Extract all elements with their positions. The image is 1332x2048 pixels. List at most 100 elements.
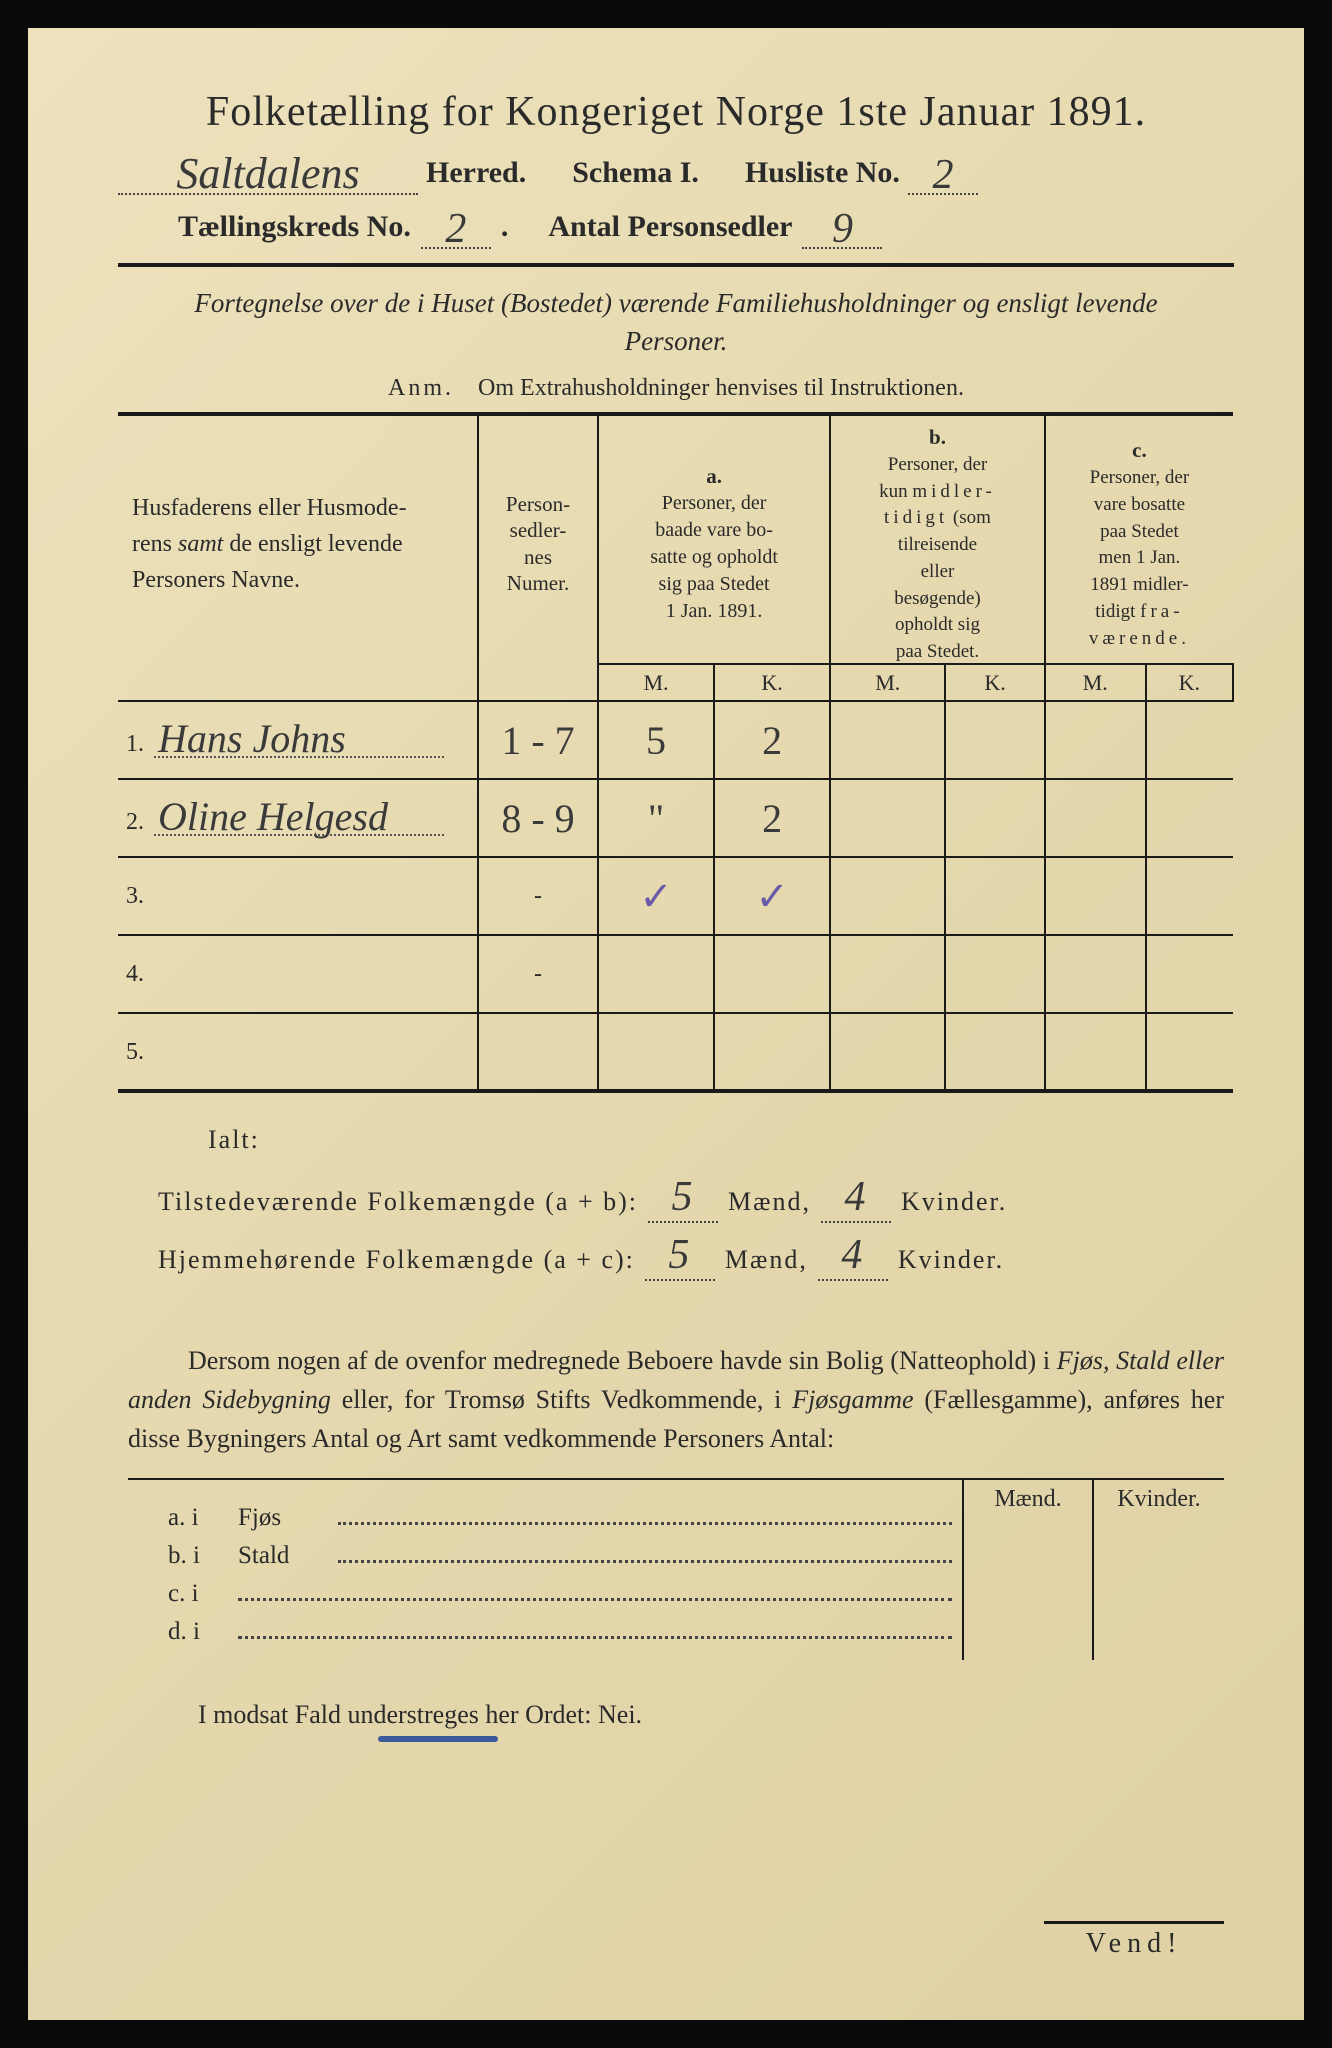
maend-label: Mænd, <box>725 1245 808 1275</box>
summary-ac-label: Hjemmehørende Folkemængde (a + c): <box>158 1245 635 1275</box>
table-row: 1.Hans Johns 1 - 7 5 2 <box>118 701 1233 779</box>
kvinder-label: Kvinder. <box>898 1245 1004 1275</box>
cell-bk <box>945 701 1045 779</box>
cell-am: " <box>648 796 664 841</box>
table-body: 1.Hans Johns 1 - 7 5 2 2.Oline Helgesd 8… <box>118 701 1233 1091</box>
table-row: 5. <box>118 1013 1233 1091</box>
col-a-m: M. <box>598 664 714 702</box>
anm-line: Anm. Om Extrahusholdninger henvises til … <box>118 375 1234 402</box>
vend-label: Vend! <box>1044 1921 1224 1960</box>
row-num: 3. <box>126 883 154 910</box>
sidebldg-pre: a. i <box>168 1504 238 1532</box>
col-a-label: a. <box>706 464 722 488</box>
cell-am: 5 <box>646 718 666 763</box>
kvinder-label: Kvinder. <box>901 1187 1007 1217</box>
cell-cm <box>1045 857 1146 935</box>
husliste-label: Husliste No. <box>745 156 900 190</box>
summary-ab-m: 5 <box>672 1174 695 1220</box>
cell-bm <box>830 779 945 857</box>
sidebldg-row: b. iStald <box>168 1542 952 1570</box>
col-c-k: K. <box>1146 664 1233 702</box>
kreds-field: 2 <box>421 199 491 249</box>
col-numer-header: Person-sedler-nesNumer. <box>478 414 598 664</box>
kvinder-col: Kvinder. <box>1094 1480 1224 1660</box>
header-line-kreds: Tællingskreds No. 2 . Antal Personsedler… <box>118 199 1234 249</box>
ialt-label: Ialt: <box>208 1125 1234 1155</box>
husliste-field: 2 <box>908 145 978 195</box>
row-num: 5. <box>126 1039 154 1066</box>
kreds-value: 2 <box>445 206 466 252</box>
summary-ac-k: 4 <box>841 1232 864 1278</box>
col-b-k: K. <box>945 664 1045 702</box>
dots <box>238 1587 952 1601</box>
maend-col: Mænd. <box>964 1480 1094 1660</box>
dots <box>338 1511 952 1525</box>
col-a-header: a. Personer, derbaade vare bo-satte og o… <box>598 414 830 664</box>
col-c-m: M. <box>1045 664 1146 702</box>
sidebldg-pre: c. i <box>168 1580 238 1608</box>
herred-field: Saltdalens <box>118 142 418 195</box>
col-b-label: b. <box>929 425 946 449</box>
cell-num <box>478 1013 598 1091</box>
sidebldg-row: a. iFjøs <box>168 1504 952 1532</box>
page-title: Folketælling for Kongeriget Norge 1ste J… <box>118 88 1234 136</box>
cell-ak: ✓ <box>755 874 789 919</box>
schema-label: Schema I. <box>572 156 699 190</box>
maend-label: Mænd, <box>728 1187 811 1217</box>
cell-num: - <box>478 935 598 1013</box>
row-name: Hans Johns <box>158 715 346 762</box>
census-form-page: Folketælling for Kongeriget Norge 1ste J… <box>0 0 1332 2048</box>
summary-ab: Tilstedeværende Folkemængde (a + b): 5 M… <box>158 1173 1234 1223</box>
table-row: 3. - ✓ ✓ <box>118 857 1233 935</box>
summary-ac-m: 5 <box>668 1232 691 1278</box>
herred-label: Herred. <box>426 156 526 190</box>
cell-ck <box>1146 857 1233 935</box>
dots <box>238 1625 952 1639</box>
col-c-header: c. Personer, dervare bosattepaa Stedetme… <box>1045 414 1233 664</box>
sidebldg-row: d. i <box>168 1618 952 1646</box>
summary-ab-label: Tilstedeværende Folkemængde (a + b): <box>158 1187 638 1217</box>
subtitle: Fortegnelse over de i Huset (Bostedet) v… <box>158 285 1194 361</box>
sidebygning-table: a. iFjøs b. iStald c. i d. i Mænd. Kvind… <box>128 1478 1224 1660</box>
main-table: Husfaderens eller Husmode-rens samt de e… <box>118 412 1234 1094</box>
row-name: Oline Helgesd <box>158 793 388 840</box>
cell-num: - <box>478 857 598 935</box>
row-num: 2. <box>126 809 154 836</box>
dots <box>338 1549 952 1563</box>
table-row: 2.Oline Helgesd 8 - 9 " 2 <box>118 779 1233 857</box>
summary-ab-k: 4 <box>844 1174 867 1220</box>
sidebygning-right: Mænd. Kvinder. <box>962 1480 1224 1660</box>
summary-ac: Hjemmehørende Folkemængde (a + c): 5 Mæn… <box>158 1231 1234 1281</box>
personsedler-value: 9 <box>832 206 853 252</box>
sidebldg-row: c. i <box>168 1580 952 1608</box>
sidebygning-paragraph: Dersom nogen af de ovenfor medregnede Be… <box>128 1341 1224 1458</box>
cell-bm <box>830 701 945 779</box>
cell-ak: 2 <box>762 796 782 841</box>
anm-label: Anm. <box>388 375 454 401</box>
sidebygning-left: a. iFjøs b. iStald c. i d. i <box>128 1480 962 1660</box>
row-num: 4. <box>126 961 154 988</box>
nei-line: I modsat Fald understreges her Ordet: Ne… <box>198 1700 1234 1730</box>
anm-text: Om Extrahusholdninger henvises til Instr… <box>478 375 964 401</box>
personsedler-label: Antal Personsedler <box>548 210 792 244</box>
col-a-k: K. <box>714 664 830 702</box>
cell-am: ✓ <box>639 874 673 919</box>
personsedler-field: 9 <box>802 199 882 249</box>
cell-ck <box>1146 701 1233 779</box>
cell-bk <box>945 857 1045 935</box>
col-c-label: c. <box>1132 438 1147 462</box>
husliste-value: 2 <box>932 152 953 198</box>
herred-value: Saltdalens <box>176 149 359 198</box>
cell-num: 8 - 9 <box>501 796 574 841</box>
header-line-herred: Saltdalens Herred. Schema I. Husliste No… <box>118 142 1234 195</box>
cell-bm <box>830 857 945 935</box>
table-row: 4. - <box>118 935 1233 1013</box>
col-b-m: M. <box>830 664 945 702</box>
sidebldg-pre: d. i <box>168 1618 238 1646</box>
sidebldg-pre: b. i <box>168 1542 238 1570</box>
col-names-header: Husfaderens eller Husmode-rens samt de e… <box>118 414 478 664</box>
kreds-label: Tællingskreds No. <box>178 210 411 244</box>
row-num: 1. <box>126 731 154 758</box>
cell-cm <box>1045 701 1146 779</box>
cell-bk <box>945 779 1045 857</box>
